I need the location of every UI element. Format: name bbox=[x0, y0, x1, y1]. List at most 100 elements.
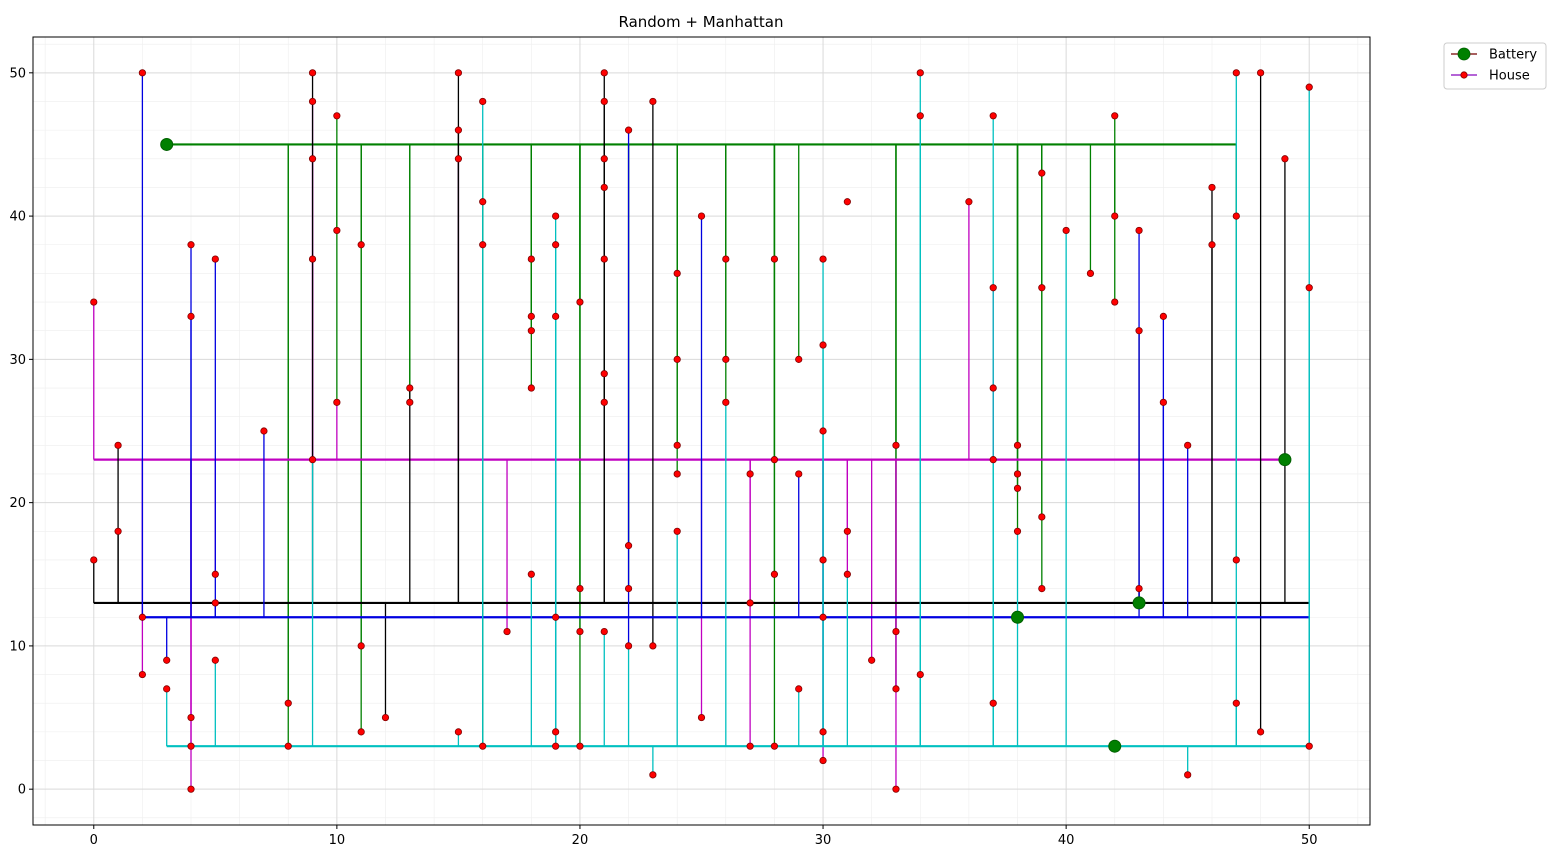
chart-title: Random + Manhattan bbox=[618, 13, 783, 31]
house-marker bbox=[406, 384, 414, 392]
house-marker bbox=[770, 742, 779, 750]
house-marker bbox=[1305, 742, 1313, 750]
house-marker bbox=[1305, 284, 1313, 292]
house-marker bbox=[600, 370, 608, 378]
house-marker bbox=[1184, 771, 1192, 779]
house-marker bbox=[1208, 183, 1216, 192]
house-marker bbox=[746, 742, 754, 750]
house-marker bbox=[989, 456, 997, 464]
house-marker bbox=[989, 284, 997, 292]
battery-legend-icon bbox=[1457, 47, 1471, 61]
house-marker bbox=[722, 398, 730, 406]
house-marker bbox=[552, 241, 560, 249]
house-marker bbox=[722, 255, 730, 263]
y-tick-label: 30 bbox=[9, 353, 26, 368]
house-marker bbox=[600, 97, 608, 106]
house-marker bbox=[892, 785, 900, 793]
house-marker bbox=[819, 255, 827, 263]
x-tick-label: 50 bbox=[1301, 833, 1318, 848]
y-tick-label: 50 bbox=[9, 66, 26, 81]
house-marker bbox=[795, 355, 803, 363]
house-marker bbox=[770, 255, 779, 263]
house-marker bbox=[114, 527, 122, 535]
house-marker bbox=[187, 785, 195, 793]
house-marker bbox=[527, 384, 535, 392]
house-marker bbox=[892, 441, 900, 449]
battery-marker bbox=[1108, 739, 1122, 753]
house-marker bbox=[989, 699, 997, 707]
house-marker bbox=[1038, 513, 1046, 521]
house-marker bbox=[600, 69, 608, 77]
house-marker bbox=[527, 570, 535, 578]
house-marker bbox=[868, 656, 876, 664]
house-marker bbox=[333, 398, 341, 406]
house-marker bbox=[576, 584, 584, 593]
house-marker bbox=[819, 728, 827, 736]
house-marker bbox=[454, 155, 463, 163]
house-marker bbox=[989, 112, 997, 120]
house-marker bbox=[308, 255, 317, 263]
house-marker bbox=[1038, 584, 1046, 593]
house-marker bbox=[624, 584, 633, 593]
house-marker bbox=[187, 241, 195, 249]
house-marker bbox=[357, 241, 365, 249]
house-marker bbox=[552, 613, 560, 621]
house-markers bbox=[90, 69, 1313, 793]
house-marker bbox=[454, 728, 463, 736]
house-marker bbox=[1135, 226, 1143, 235]
house-marker bbox=[624, 126, 633, 134]
plot-area bbox=[32, 36, 1371, 826]
house-marker bbox=[746, 470, 754, 478]
house-marker bbox=[333, 112, 341, 120]
house-marker bbox=[503, 627, 511, 636]
house-marker bbox=[819, 613, 827, 621]
house-marker bbox=[819, 556, 827, 564]
house-marker bbox=[770, 456, 779, 464]
house-marker bbox=[333, 226, 341, 235]
house-marker bbox=[892, 685, 900, 693]
house-marker bbox=[819, 427, 827, 435]
house-marker bbox=[1305, 83, 1313, 91]
house-marker bbox=[1135, 327, 1143, 335]
house-marker bbox=[163, 656, 171, 664]
house-marker bbox=[600, 255, 608, 263]
house-marker bbox=[187, 742, 195, 750]
battery-marker bbox=[1132, 596, 1146, 610]
y-tick-label: 0 bbox=[18, 783, 26, 798]
house-marker bbox=[843, 527, 851, 535]
x-tick-label: 40 bbox=[1058, 833, 1075, 848]
house-marker bbox=[454, 69, 463, 77]
battery-marker bbox=[1278, 453, 1292, 467]
house-marker bbox=[1232, 699, 1240, 707]
house-marker bbox=[1111, 298, 1119, 306]
house-marker bbox=[1159, 398, 1167, 406]
house-marker bbox=[479, 198, 487, 206]
battery-markers bbox=[160, 137, 1292, 753]
house-marker bbox=[916, 112, 924, 120]
house-marker bbox=[600, 398, 608, 406]
house-marker bbox=[552, 728, 560, 736]
house-marker bbox=[1184, 441, 1192, 449]
house-marker bbox=[892, 627, 900, 636]
house-marker bbox=[138, 69, 146, 77]
house-marker bbox=[1086, 269, 1095, 277]
x-tick-label: 10 bbox=[329, 833, 346, 848]
house-marker bbox=[308, 97, 317, 106]
legend: Battery House bbox=[1443, 42, 1547, 90]
house-marker bbox=[1038, 169, 1046, 177]
x-tick-label: 30 bbox=[815, 833, 832, 848]
house-marker bbox=[673, 470, 681, 478]
house-marker bbox=[1159, 312, 1167, 320]
house-marker bbox=[1038, 284, 1046, 292]
house-marker bbox=[746, 599, 754, 607]
house-marker bbox=[1111, 112, 1119, 120]
house-marker bbox=[308, 456, 317, 464]
house-marker bbox=[600, 183, 608, 192]
house-marker bbox=[187, 713, 195, 722]
cable-network bbox=[93, 72, 1310, 790]
house-marker bbox=[479, 241, 487, 249]
house-marker bbox=[114, 441, 122, 449]
house-marker bbox=[211, 599, 219, 607]
house-marker bbox=[649, 642, 657, 650]
